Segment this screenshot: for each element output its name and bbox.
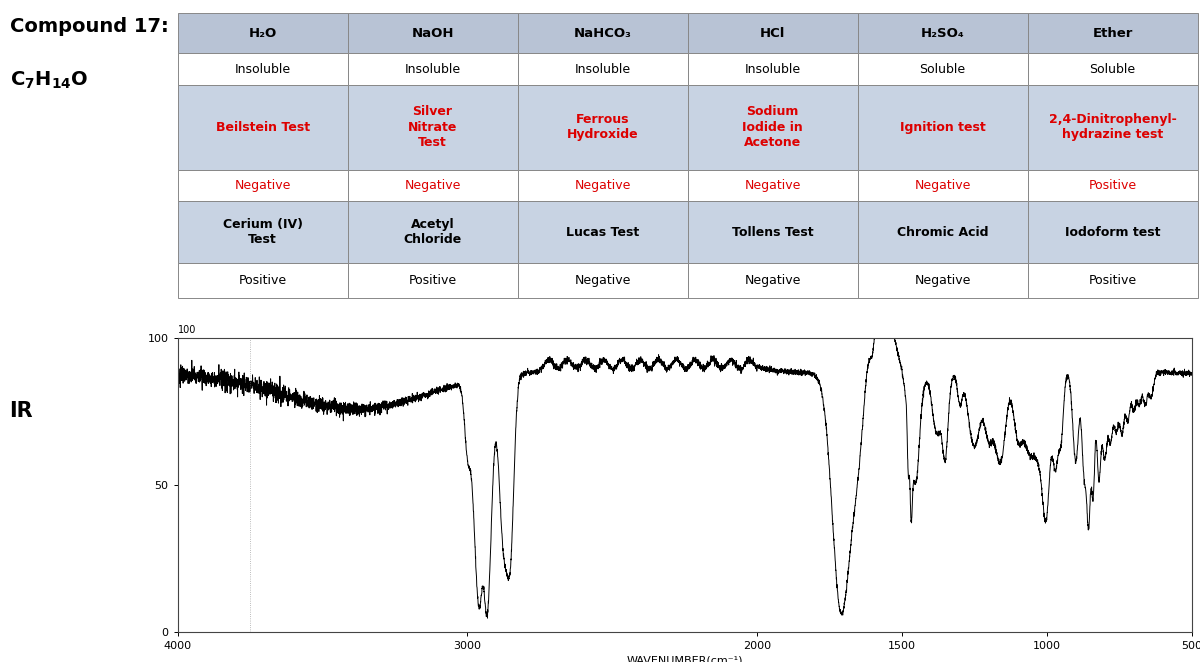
Text: Negative: Negative	[234, 179, 290, 192]
Text: Positive: Positive	[408, 274, 457, 287]
Text: Negative: Negative	[575, 179, 631, 192]
Text: Sodium
Iodide in
Acetone: Sodium Iodide in Acetone	[743, 105, 803, 149]
Text: Cerium (IV)
Test: Cerium (IV) Test	[222, 218, 302, 246]
Text: HCl: HCl	[760, 27, 785, 40]
Text: Negative: Negative	[404, 179, 461, 192]
Text: Soluble: Soluble	[919, 63, 966, 75]
Text: Positive: Positive	[1088, 179, 1136, 192]
Text: Silver
Nitrate
Test: Silver Nitrate Test	[408, 105, 457, 149]
Text: Insoluble: Insoluble	[575, 63, 631, 75]
Text: Tollens Test: Tollens Test	[732, 226, 814, 239]
Text: Chromic Acid: Chromic Acid	[896, 226, 989, 239]
Text: Beilstein Test: Beilstein Test	[216, 120, 310, 134]
Text: Negative: Negative	[575, 274, 631, 287]
X-axis label: WAVENUMBER(cm⁻¹): WAVENUMBER(cm⁻¹)	[626, 655, 743, 662]
Text: NaOH: NaOH	[412, 27, 454, 40]
Text: Negative: Negative	[744, 274, 800, 287]
Text: Insoluble: Insoluble	[234, 63, 290, 75]
Text: H₂O: H₂O	[248, 27, 277, 40]
Text: Negative: Negative	[914, 179, 971, 192]
Text: Negative: Negative	[914, 274, 971, 287]
Text: Soluble: Soluble	[1090, 63, 1135, 75]
Text: $\mathbf{C_7H_{14}O}$: $\mathbf{C_7H_{14}O}$	[10, 70, 88, 91]
Text: Compound 17:: Compound 17:	[10, 17, 168, 36]
Text: Insoluble: Insoluble	[744, 63, 800, 75]
Text: Negative: Negative	[744, 179, 800, 192]
Text: 100: 100	[178, 324, 196, 335]
Text: Ferrous
Hydroxide: Ferrous Hydroxide	[566, 113, 638, 142]
Text: 2,4-Dinitrophenyl-
hydrazine test: 2,4-Dinitrophenyl- hydrazine test	[1049, 113, 1176, 142]
Text: Insoluble: Insoluble	[404, 63, 461, 75]
Text: H₂SO₄: H₂SO₄	[920, 27, 965, 40]
Text: IR: IR	[10, 401, 34, 420]
Text: Positive: Positive	[1088, 274, 1136, 287]
Text: Ignition test: Ignition test	[900, 120, 985, 134]
Text: Acetyl
Chloride: Acetyl Chloride	[403, 218, 462, 246]
Text: NaHCO₃: NaHCO₃	[574, 27, 631, 40]
Text: Positive: Positive	[239, 274, 287, 287]
Text: Ether: Ether	[1092, 27, 1133, 40]
Text: Lucas Test: Lucas Test	[566, 226, 640, 239]
Text: Iodoform test: Iodoform test	[1064, 226, 1160, 239]
